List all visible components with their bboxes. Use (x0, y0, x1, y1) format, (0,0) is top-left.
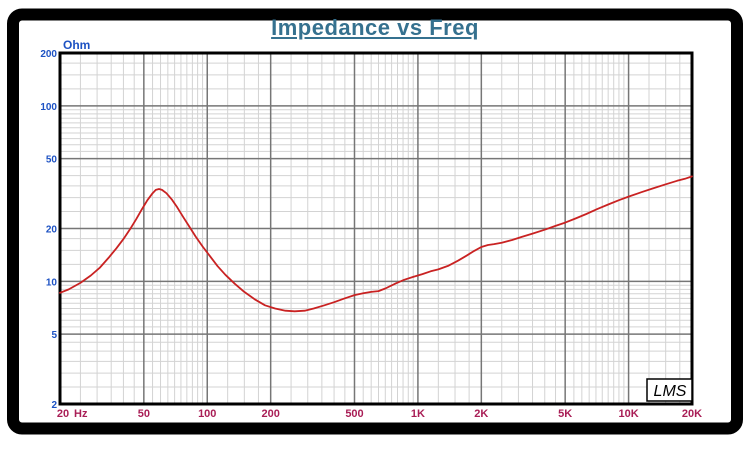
x-tick-label: 10K (618, 408, 638, 420)
x-tick-label: 5K (558, 408, 572, 420)
y-tick-label: 2 (51, 400, 57, 411)
x-axis-unit-label: Hz (74, 408, 88, 420)
chart-title: Impedance vs Freq (271, 15, 479, 40)
y-tick-label: 10 (46, 277, 58, 288)
x-tick-label: 1K (411, 408, 425, 420)
y-axis-unit-label: Ohm (63, 38, 90, 52)
x-tick-label: 20K (682, 408, 702, 420)
lms-logo: LMS (646, 378, 693, 402)
outer-frame (7, 8, 743, 435)
y-tick-label: 20 (46, 225, 58, 236)
impedance-curve (59, 175, 693, 313)
y-tick-label: 200 (40, 49, 57, 60)
x-tick-label: 2K (474, 408, 488, 420)
x-tick-label: 100 (198, 408, 216, 420)
y-tick-label: 100 (40, 102, 57, 113)
plot-border (58, 51, 694, 406)
y-tick-label: 5 (51, 330, 57, 341)
lms-logo-text: LMS (654, 383, 687, 400)
x-tick-label: 20 (57, 408, 69, 420)
x-tick-label: 500 (345, 408, 363, 420)
lms-logo-box (646, 378, 693, 402)
x-tick-label: 50 (138, 408, 150, 420)
x-tick-label: 200 (261, 408, 279, 420)
y-tick-label: 50 (46, 155, 58, 166)
